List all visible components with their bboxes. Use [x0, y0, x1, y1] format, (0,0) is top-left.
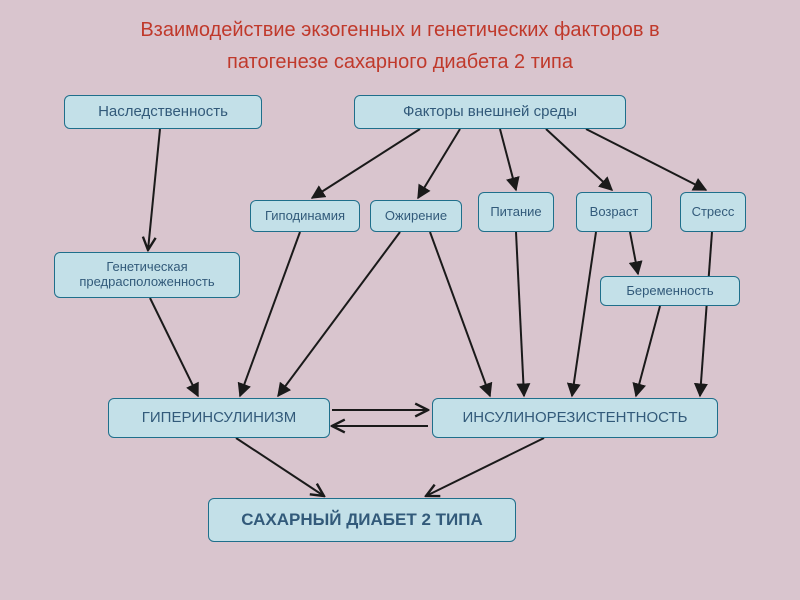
node-label-t2dm: САХАРНЫЙ ДИАБЕТ 2 ТИПА: [241, 510, 483, 530]
node-label-hypodyn: Гиподинамия: [265, 209, 345, 224]
node-label-obesity: Ожирение: [385, 209, 447, 224]
title-line-1: Взаимодействие экзогенных и генетических…: [0, 14, 800, 46]
node-hyperins: ГИПЕРИНСУЛИНИЗМ: [108, 398, 330, 438]
node-t2dm: САХАРНЫЙ ДИАБЕТ 2 ТИПА: [208, 498, 516, 542]
diagram-title: Взаимодействие экзогенных и генетических…: [0, 14, 800, 78]
node-insres: ИНСУЛИНОРЕЗИСТЕНТНОСТЬ: [432, 398, 718, 438]
node-label-pregnancy: Беременность: [626, 284, 713, 299]
node-stress: Стресс: [680, 192, 746, 232]
node-label-heredity: Наследственность: [98, 103, 228, 120]
node-genpred: Генетическая предрасположенность: [54, 252, 240, 298]
node-label-env: Факторы внешней среды: [403, 103, 577, 120]
node-label-stress: Стресс: [692, 205, 735, 220]
node-hypodyn: Гиподинамия: [250, 200, 360, 232]
node-pregnancy: Беременность: [600, 276, 740, 306]
node-label-genpred: Генетическая предрасположенность: [63, 260, 231, 290]
node-nutrition: Питание: [478, 192, 554, 232]
node-env: Факторы внешней среды: [354, 95, 626, 129]
node-label-hyperins: ГИПЕРИНСУЛИНИЗМ: [142, 409, 296, 426]
node-obesity: Ожирение: [370, 200, 462, 232]
node-label-nutrition: Питание: [490, 205, 541, 220]
node-label-insres: ИНСУЛИНОРЕЗИСТЕНТНОСТЬ: [463, 409, 688, 426]
node-label-age: Возраст: [590, 205, 639, 220]
title-line-2: патогенезе сахарного диабета 2 типа: [0, 46, 800, 78]
node-age: Возраст: [576, 192, 652, 232]
node-heredity: Наследственность: [64, 95, 262, 129]
